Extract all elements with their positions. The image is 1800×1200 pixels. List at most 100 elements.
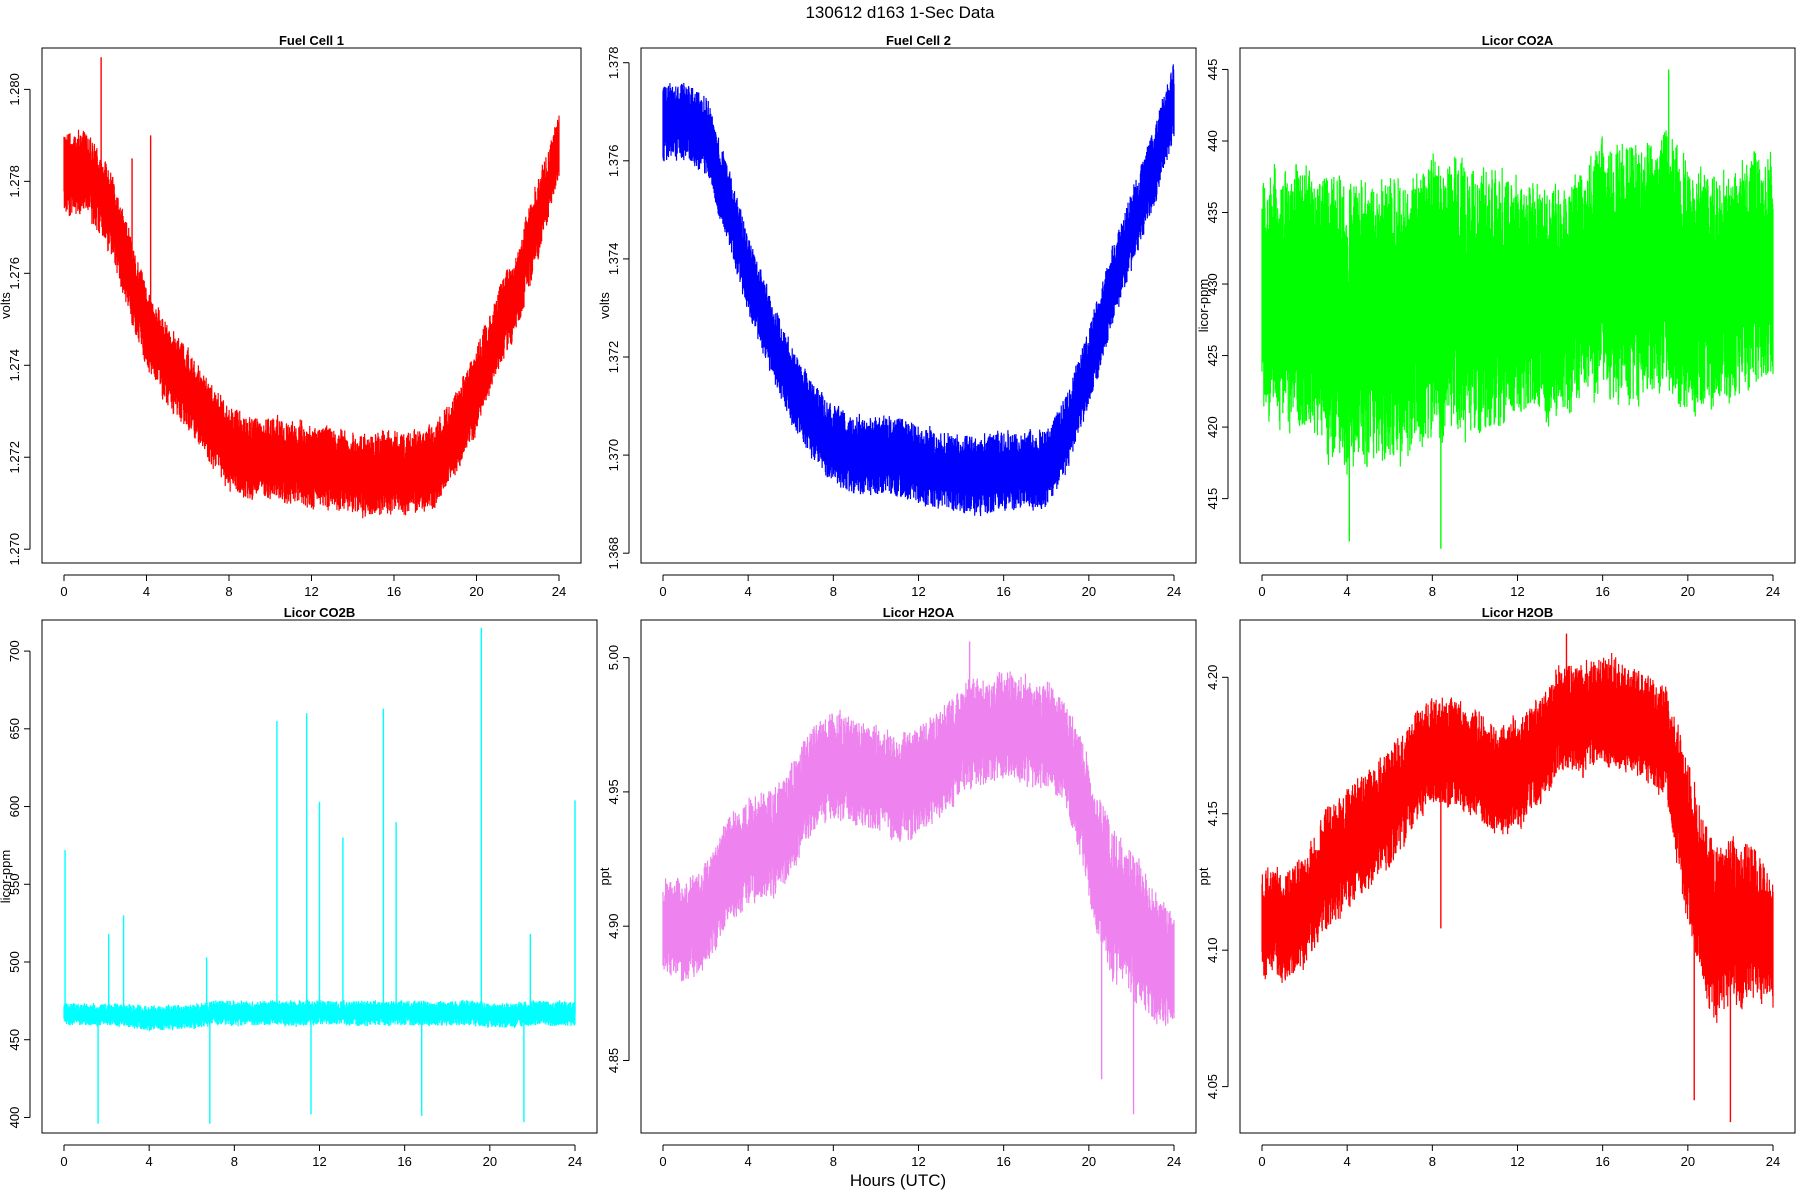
x-tick-label: 0: [60, 584, 67, 599]
x-axis: 0 4 8 12 16 20 24: [659, 1144, 1181, 1169]
x-tick-label: 20: [483, 1154, 497, 1169]
plot-frame: [1239, 47, 1796, 564]
panel-title: Licor CO2A: [1482, 33, 1554, 48]
plot-frame: [41, 619, 598, 1134]
y-axis-label: ppt: [1196, 867, 1211, 885]
plot-frame: [640, 619, 1197, 1134]
x-tick-label: 8: [225, 584, 232, 599]
x-tick-label: 16: [387, 584, 401, 599]
y-axis-label: licor-ppm: [1196, 279, 1211, 332]
x-tick-label: 12: [304, 584, 318, 599]
x-axis: 0 4 8 12 16 20 24: [659, 574, 1181, 599]
y-tick-label: 1.374: [606, 243, 621, 276]
x-tick-label: 16: [996, 584, 1010, 599]
y-tick-label: 700: [7, 640, 22, 662]
panel-title: Licor CO2B: [284, 605, 356, 620]
y-tick-label: 4.15: [1205, 801, 1220, 826]
x-tick-label: 4: [745, 584, 752, 599]
x-tick-label: 4: [745, 1154, 752, 1169]
y-tick-label: 1.368: [606, 537, 621, 570]
y-tick-label: 430: [1205, 273, 1220, 295]
y-tick-label: 1.276: [7, 257, 22, 290]
y-tick-label: 600: [7, 796, 22, 818]
x-axis-title: Hours (UTC): [850, 1171, 946, 1190]
series-trace: [662, 671, 1175, 1026]
series-trace: [1261, 653, 1774, 1023]
panel-4: Licor CO2B 0 4 8 12 16 20 24 400 450 500 550 600 650 7…: [0, 605, 598, 1169]
panel-title: Licor H2OA: [883, 605, 955, 620]
x-tick-label: 8: [1429, 1154, 1436, 1169]
x-tick-label: 4: [143, 584, 150, 599]
y-tick-label: 425: [1205, 345, 1220, 367]
y-axis-label: volts: [597, 292, 612, 319]
y-tick-label: 4.90: [606, 914, 621, 939]
x-tick-label: 16: [397, 1154, 411, 1169]
y-axis: 1.368 1.370 1.372 1.374 1.376 1.378: [606, 46, 630, 570]
x-axis: 0 4 8 12 16 20 24: [60, 574, 566, 599]
x-tick-label: 24: [1167, 1154, 1181, 1169]
x-tick-label: 0: [60, 1154, 67, 1169]
y-axis: 4.05 4.10 4.15 4.20: [1205, 665, 1229, 1099]
y-tick-label: 1.378: [606, 46, 621, 79]
x-tick-label: 12: [911, 584, 925, 599]
x-tick-label: 24: [1766, 584, 1780, 599]
y-tick-label: 4.05: [1205, 1074, 1220, 1099]
y-tick-label: 400: [7, 1107, 22, 1129]
plot-frame: [640, 47, 1197, 564]
y-axis: 4.85 4.90 4.95 5.00: [606, 645, 630, 1073]
panel-1: Fuel Cell 10 4 8 12 16 20 241.2701.2721.2741.2…: [0, 33, 582, 599]
x-tick-label: 24: [552, 584, 566, 599]
x-tick-label: 8: [1429, 584, 1436, 599]
y-axis: 415 420 425 430 435 440 445: [1205, 59, 1229, 510]
x-axis: 0 4 8 12 16 20 24: [1258, 574, 1780, 599]
y-tick-label: 1.376: [606, 145, 621, 178]
x-tick-label: 8: [231, 1154, 238, 1169]
y-tick-label: 415: [1205, 488, 1220, 510]
y-tick-label: 420: [1205, 416, 1220, 438]
panels-group: Fuel Cell 10 4 8 12 16 20 241.2701.2721.2741.2…: [0, 33, 1796, 1169]
series-trace: [662, 64, 1175, 517]
y-tick-label: 1.272: [7, 441, 22, 474]
y-tick-label: 1.274: [7, 349, 22, 382]
x-tick-label: 12: [1510, 584, 1524, 599]
y-tick-label: 650: [7, 718, 22, 740]
x-tick-label: 16: [1595, 1154, 1609, 1169]
y-tick-label: 4.10: [1205, 938, 1220, 963]
x-tick-label: 4: [1344, 584, 1351, 599]
panel-title: Fuel Cell 1: [279, 33, 344, 48]
x-tick-label: 16: [1595, 584, 1609, 599]
x-tick-label: 20: [1681, 584, 1695, 599]
x-tick-label: 4: [1344, 1154, 1351, 1169]
x-tick-label: 16: [996, 1154, 1010, 1169]
y-axis: 400 450 500 550 600 650 700: [7, 640, 31, 1129]
y-tick-label: 435: [1205, 202, 1220, 224]
y-axis-label: ppt: [597, 867, 612, 885]
x-axis: 0 4 8 12 16 20 24: [60, 1144, 582, 1169]
x-tick-label: 24: [1167, 584, 1181, 599]
x-tick-label: 20: [469, 584, 483, 599]
series-trace: [1261, 130, 1774, 475]
panel-title: Fuel Cell 2: [886, 33, 951, 48]
x-tick-label: 8: [830, 1154, 837, 1169]
y-tick-label: 1.278: [7, 165, 22, 198]
y-tick-label: 4.85: [606, 1048, 621, 1073]
x-tick-label: 8: [830, 584, 837, 599]
y-axis-label: licor-ppm: [0, 850, 13, 903]
y-tick-label: 4.20: [1205, 665, 1220, 690]
x-tick-label: 12: [911, 1154, 925, 1169]
y-tick-label: 550: [7, 873, 22, 895]
series-trace: [63, 115, 560, 519]
x-tick-label: 20: [1681, 1154, 1695, 1169]
y-tick-label: 1.372: [606, 341, 621, 374]
y-tick-label: 4.95: [606, 779, 621, 804]
panel-2: Fuel Cell 20 4 8 12 16 20 241.3681.3701.3721.3…: [597, 33, 1197, 599]
x-tick-label: 0: [659, 584, 666, 599]
x-tick-label: 24: [568, 1154, 582, 1169]
y-tick-label: 500: [7, 951, 22, 973]
x-tick-label: 12: [312, 1154, 326, 1169]
x-tick-label: 20: [1082, 584, 1096, 599]
panel-5: Licor H2OA 0 4 8 12 16 20 24 4.85 4.90 4.95 5.00 ppt: [597, 605, 1197, 1169]
figure-title: 130612 d163 1-Sec Data: [805, 3, 995, 22]
